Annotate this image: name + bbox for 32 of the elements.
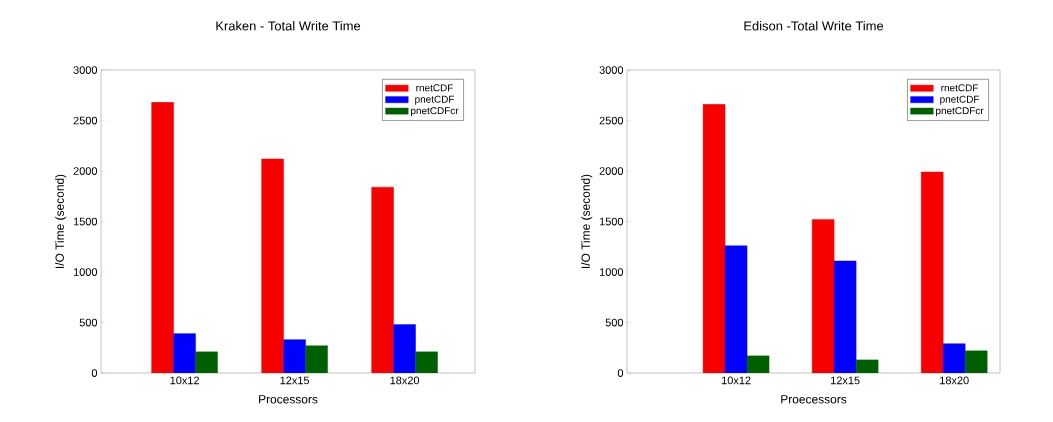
y-tick-label: 1500 (73, 217, 98, 226)
y-tick-label: 500 (605, 318, 624, 327)
y-axis-title: I/O Time (second) (581, 174, 593, 268)
y-axis-title: I/O Time (second) (55, 174, 67, 268)
x-axis-title: Processors (259, 395, 318, 404)
y-tick-label: 3000 (73, 66, 98, 74)
y-tick-label: 2000 (73, 167, 98, 175)
x-tick-label: 10x12 (721, 376, 751, 385)
y-tick-label: 2500 (599, 116, 624, 125)
x-axis-title: Proecessors (781, 395, 847, 404)
y-tick-label: 1000 (599, 268, 624, 276)
y-tick-label: 1500 (599, 217, 624, 226)
legend-label: pnetCDF (415, 95, 455, 105)
legend-label: pnetCDF (940, 95, 980, 105)
chart-title: Edison -Total Write Time (744, 20, 884, 31)
y-tick-label: 1000 (73, 268, 98, 276)
legend-label: pnetCDFcr (936, 107, 984, 117)
x-tick-label: 10x12 (170, 376, 199, 385)
x-tick-label: 18x20 (940, 376, 969, 385)
chart-title: Kraken - Total Write Time (216, 20, 361, 31)
legend-label: rnetCDF (416, 84, 453, 92)
x-tick-label: 12x15 (280, 376, 310, 385)
x-tick-label: 18x20 (390, 376, 420, 385)
y-tick-label: 500 (79, 318, 98, 327)
y-tick-label: 0 (91, 369, 98, 377)
y-tick-label: 2000 (599, 167, 624, 175)
y-tick-label: 0 (617, 369, 624, 377)
y-tick-label: 2500 (73, 116, 98, 125)
y-tick-label: 3000 (599, 66, 624, 74)
x-tick-label: 12x15 (831, 376, 860, 385)
legend-label: pnetCDFcr (411, 107, 459, 117)
legend-label: rnetCDF (941, 84, 978, 92)
